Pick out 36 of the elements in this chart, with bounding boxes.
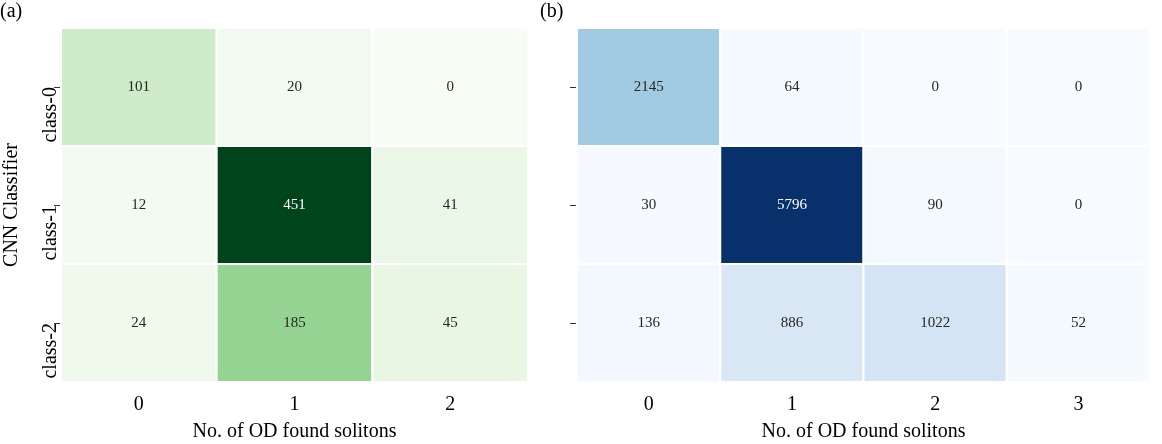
data-label: 0 <box>1074 77 1083 94</box>
data-label: 886 <box>780 313 804 330</box>
data-label: 0 <box>446 77 454 94</box>
data-label: 90 <box>927 195 943 212</box>
x-axis-title: No. of OD found solitons <box>192 419 397 442</box>
data-label: 12 <box>131 195 147 212</box>
data-label: 41 <box>442 195 458 212</box>
x-tick-label: 1 <box>289 392 300 415</box>
chart-title: (b) <box>540 0 564 23</box>
data-label: 52 <box>1070 313 1086 330</box>
data-label: 185 <box>283 313 306 330</box>
data-label: 101 <box>127 77 151 94</box>
chart-title: (a) <box>0 0 23 23</box>
x-tick-label: 2 <box>930 392 941 415</box>
x-tick-label: 1 <box>786 392 797 415</box>
data-label: 451 <box>283 195 306 212</box>
data-label: 20 <box>287 77 302 94</box>
data-label: 0 <box>1074 195 1083 212</box>
data-label: 30 <box>641 195 657 212</box>
data-label: 0 <box>931 77 939 94</box>
x-tick-label: 2 <box>445 392 456 415</box>
y-tick-label: class-2 <box>38 323 61 379</box>
y-axis-title: CNN Classifier <box>0 142 22 267</box>
data-label: 45 <box>442 313 458 330</box>
data-label: 24 <box>131 313 147 330</box>
x-tick-label: 0 <box>643 392 654 415</box>
y-tick-label: class-0 <box>38 87 61 143</box>
data-label: 5796 <box>776 195 808 212</box>
y-tick-label: class-1 <box>38 205 61 261</box>
data-label: 2145 <box>633 77 664 94</box>
data-label: 136 <box>637 313 661 330</box>
data-label: 64 <box>784 77 800 94</box>
x-tick-label: 0 <box>133 392 144 415</box>
data-label: 1022 <box>920 313 951 330</box>
x-tick-label: 3 <box>1073 392 1084 415</box>
x-axis-title: No. of OD found solitons <box>761 419 966 442</box>
